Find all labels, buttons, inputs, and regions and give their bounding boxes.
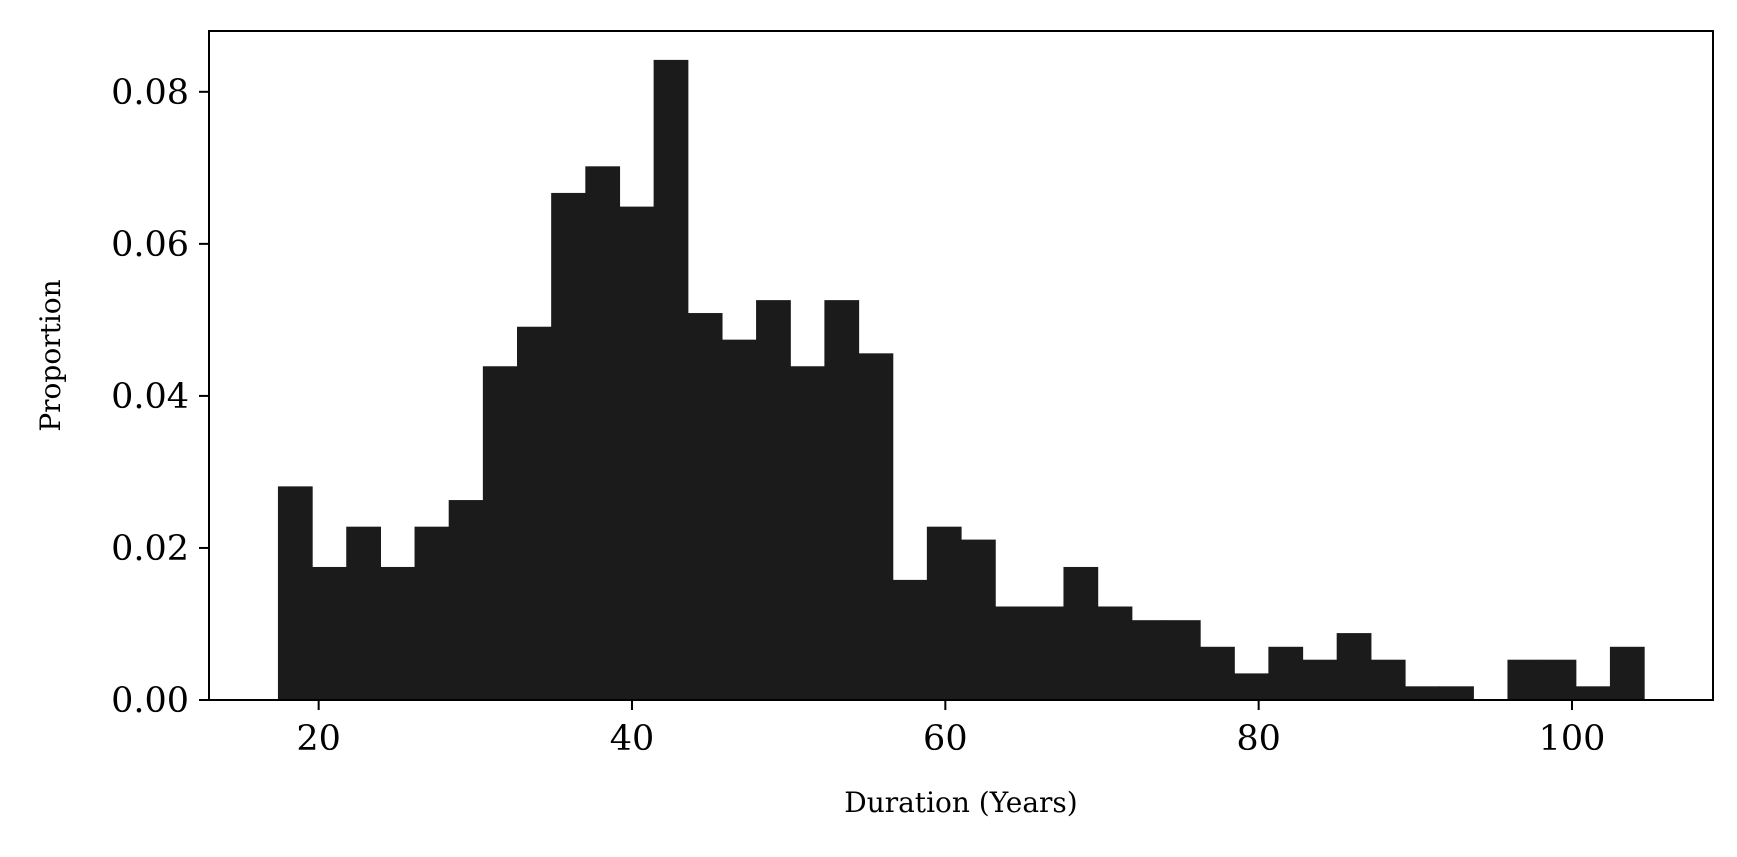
x-tick-label: 20 [296,719,341,759]
histogram-bar [414,526,450,700]
histogram-bar [1439,686,1474,700]
x-axis-label: Duration (Years) [844,786,1077,819]
plot-frame [208,30,1714,701]
histogram-bar [1268,646,1304,700]
x-tick-label: 100 [1539,719,1606,759]
histogram-bar [1609,646,1645,700]
histogram-bar [551,192,586,700]
histogram-bar [585,166,621,701]
histogram-bar [995,606,1030,700]
histogram-bar [1404,686,1440,700]
histogram-bar [1370,659,1406,700]
y-tick-label: 0.02 [111,529,189,569]
y-tick-label: 0.06 [111,225,189,265]
y-axis-label: Proportion [34,279,67,431]
histogram-bar [517,326,552,700]
histogram-bar [619,206,655,701]
histogram-bar [1336,633,1372,700]
histogram-bar [1029,606,1065,700]
histogram-bar [1575,686,1611,700]
y-tick-label: 0.04 [111,377,189,417]
histogram-bar [1234,673,1269,700]
histogram-bar [790,366,825,700]
y-tick-label: 0.00 [111,681,189,721]
x-tick-label: 60 [923,719,968,759]
histogram-bar [892,579,928,700]
histogram-bar [824,300,860,700]
histogram-bar [756,300,791,700]
histogram-bar [277,486,313,700]
x-tick-label: 40 [610,719,655,759]
histogram-bar [1200,646,1235,700]
histogram-bar [1063,566,1099,700]
histogram-bar [1302,659,1338,700]
y-tick-label: 0.08 [111,73,189,113]
histogram-bar [961,539,996,700]
histogram-bar [448,500,484,700]
histogram-bar [1541,659,1577,700]
histogram-bar [380,566,416,700]
histogram-bar [653,59,689,701]
histogram-bar [1097,606,1133,700]
histogram-bar [858,353,894,700]
histogram-bar [687,313,723,700]
histogram-bar [346,526,381,700]
histogram-bar [312,566,347,700]
ticks-layer: 20 40 60 80 100 0.00 0.02 0.04 0.06 0.08 [111,73,1605,759]
histogram-bar [926,526,962,700]
bars-layer [277,59,1645,701]
histogram-bar [1507,659,1543,700]
histogram-bar [1131,620,1167,700]
histogram-bar [1165,620,1201,700]
histogram-bar [721,339,757,700]
x-tick-label: 80 [1236,719,1281,759]
histogram-bar [482,366,518,700]
